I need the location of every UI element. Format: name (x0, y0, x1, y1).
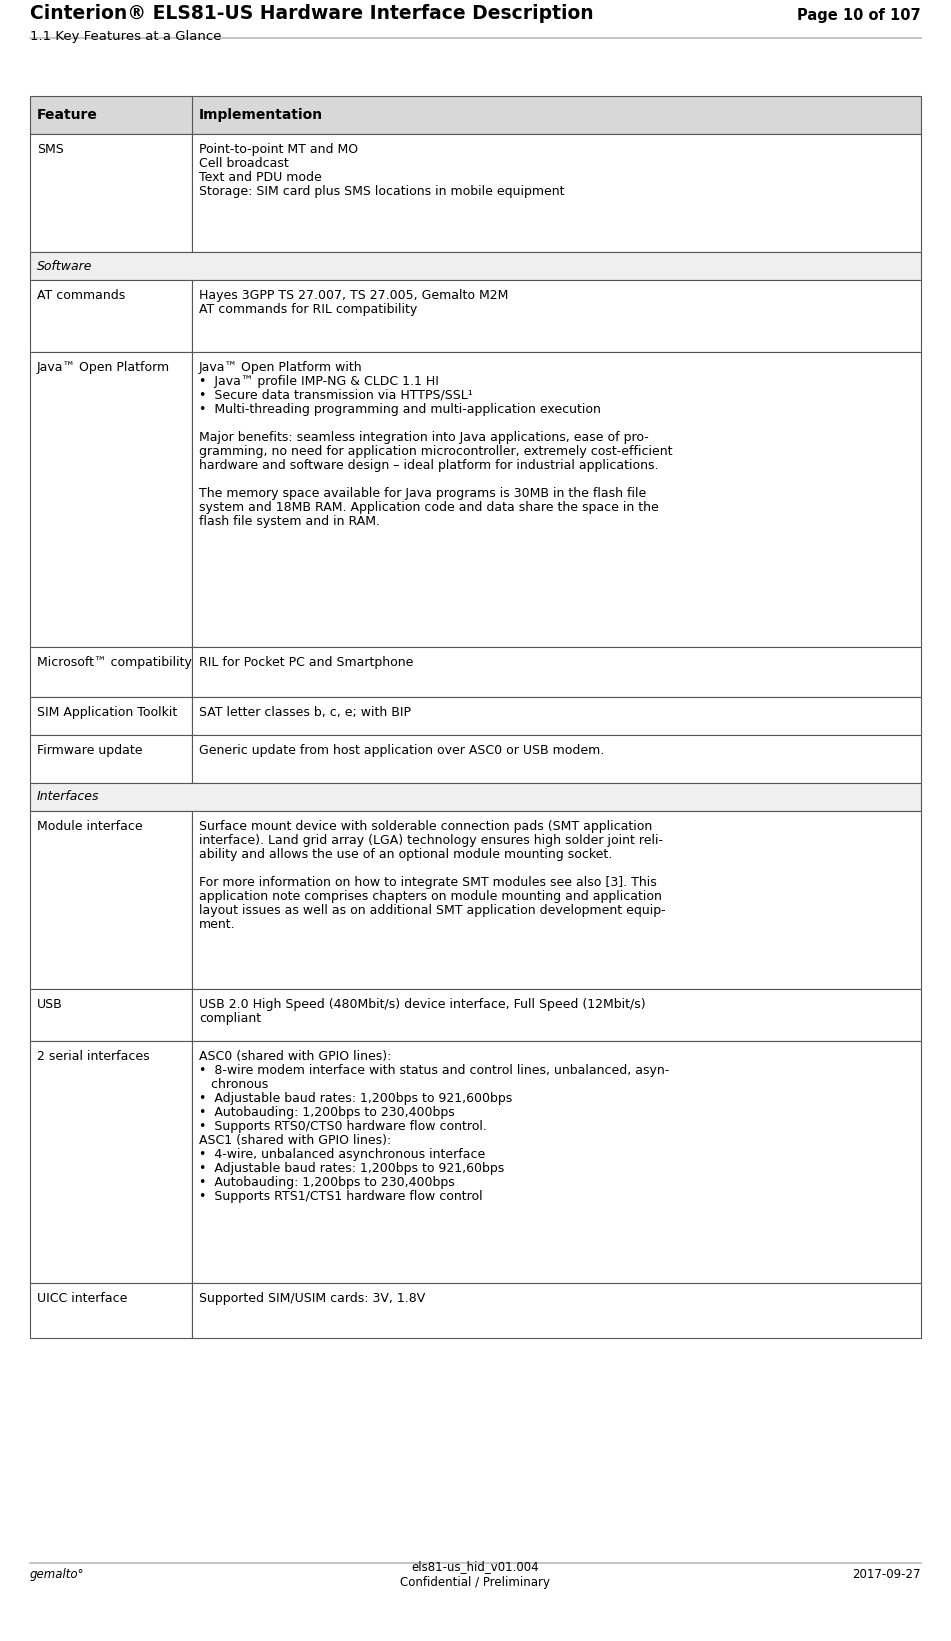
Text: compliant: compliant (199, 1012, 262, 1026)
Text: USB: USB (37, 998, 63, 1011)
Text: •  Supports RTS1/CTS1 hardware flow control: • Supports RTS1/CTS1 hardware flow contr… (199, 1190, 482, 1203)
Bar (30, 135, 192, 253)
Text: •  Autobauding: 1,200bps to 230,400bps: • Autobauding: 1,200bps to 230,400bps (199, 1177, 455, 1190)
Bar (192, 1040, 921, 1283)
Text: Microsoft™ compatibility: Microsoft™ compatibility (37, 656, 192, 670)
Text: AT commands for RIL compatibility: AT commands for RIL compatibility (199, 304, 417, 317)
Bar (30, 253, 921, 281)
Text: Firmware update: Firmware update (37, 743, 143, 757)
Text: ASC0 (shared with GPIO lines):: ASC0 (shared with GPIO lines): (199, 1050, 392, 1063)
Text: Module interface: Module interface (37, 820, 143, 834)
Bar (30, 697, 192, 735)
Text: •  Multi-threading programming and multi-application execution: • Multi-threading programming and multi-… (199, 404, 601, 417)
Text: •  Autobauding: 1,200bps to 230,400bps: • Autobauding: 1,200bps to 230,400bps (199, 1106, 455, 1119)
Text: Implementation: Implementation (199, 108, 323, 121)
Text: Page 10 of 107: Page 10 of 107 (797, 8, 921, 23)
Text: interface). Land grid array (LGA) technology ensures high solder joint reli-: interface). Land grid array (LGA) techno… (199, 834, 663, 847)
Bar (30, 1283, 192, 1337)
Text: The memory space available for Java programs is 30MB in the flash file: The memory space available for Java prog… (199, 487, 647, 501)
Text: Text and PDU mode: Text and PDU mode (199, 171, 321, 184)
Text: Interfaces: Interfaces (37, 791, 100, 804)
Text: SMS: SMS (37, 143, 64, 156)
Text: gramming, no need for application microcontroller, extremely cost-efficient: gramming, no need for application microc… (199, 445, 672, 458)
Text: •  Adjustable baud rates: 1,200bps to 921,60bps: • Adjustable baud rates: 1,200bps to 921… (199, 1162, 504, 1175)
Text: Point-to-point MT and MO: Point-to-point MT and MO (199, 143, 359, 156)
Text: ment.: ment. (199, 917, 236, 930)
Bar (192, 990, 921, 1040)
Bar (30, 990, 192, 1040)
Text: hardware and software design – ideal platform for industrial applications.: hardware and software design – ideal pla… (199, 459, 658, 473)
Text: Java™ Open Platform: Java™ Open Platform (37, 361, 170, 374)
Bar (192, 647, 921, 697)
Bar (192, 697, 921, 735)
Text: Storage: SIM card plus SMS locations in mobile equipment: Storage: SIM card plus SMS locations in … (199, 185, 565, 199)
Text: Cinterion® ELS81-US Hardware Interface Description: Cinterion® ELS81-US Hardware Interface D… (30, 3, 593, 23)
Bar (192, 135, 921, 253)
Bar (192, 353, 921, 647)
Bar (192, 811, 921, 990)
Text: Major benefits: seamless integration into Java applications, ease of pro-: Major benefits: seamless integration int… (199, 432, 649, 445)
Text: •  4-wire, unbalanced asynchronous interface: • 4-wire, unbalanced asynchronous interf… (199, 1149, 485, 1160)
Text: system and 18MB RAM. Application code and data share the space in the: system and 18MB RAM. Application code an… (199, 501, 659, 514)
Text: Cell broadcast: Cell broadcast (199, 158, 289, 171)
Text: els81-us_hid_v01.004: els81-us_hid_v01.004 (412, 1561, 539, 1574)
Text: flash file system and in RAM.: flash file system and in RAM. (199, 515, 380, 528)
Bar (30, 811, 192, 990)
Text: RIL for Pocket PC and Smartphone: RIL for Pocket PC and Smartphone (199, 656, 414, 670)
Bar (30, 647, 192, 697)
Text: •  Java™ profile IMP-NG & CLDC 1.1 HI: • Java™ profile IMP-NG & CLDC 1.1 HI (199, 376, 438, 387)
Bar (192, 1283, 921, 1337)
Bar (30, 735, 192, 783)
Text: Feature: Feature (37, 108, 98, 121)
Text: chronous: chronous (199, 1078, 268, 1091)
Bar (30, 783, 921, 811)
Text: Software: Software (37, 259, 92, 272)
Text: •  Supports RTS0/CTS0 hardware flow control.: • Supports RTS0/CTS0 hardware flow contr… (199, 1121, 487, 1132)
Text: Confidential / Preliminary: Confidential / Preliminary (400, 1575, 551, 1588)
Text: •  8-wire modem interface with status and control lines, unbalanced, asyn-: • 8-wire modem interface with status and… (199, 1063, 670, 1076)
Text: ability and allows the use of an optional module mounting socket.: ability and allows the use of an optiona… (199, 848, 612, 862)
Text: Generic update from host application over ASC0 or USB modem.: Generic update from host application ove… (199, 743, 604, 757)
Bar (192, 281, 921, 353)
Text: For more information on how to integrate SMT modules see also [3]. This: For more information on how to integrate… (199, 876, 657, 889)
Bar (30, 281, 192, 353)
Text: Supported SIM/USIM cards: 3V, 1.8V: Supported SIM/USIM cards: 3V, 1.8V (199, 1291, 425, 1305)
Text: SAT letter classes b, c, e; with BIP: SAT letter classes b, c, e; with BIP (199, 706, 411, 719)
Text: Hayes 3GPP TS 27.007, TS 27.005, Gemalto M2M: Hayes 3GPP TS 27.007, TS 27.005, Gemalto… (199, 289, 509, 302)
Text: gemalto°: gemalto° (30, 1569, 85, 1580)
Text: Surface mount device with solderable connection pads (SMT application: Surface mount device with solderable con… (199, 820, 652, 834)
Text: 2 serial interfaces: 2 serial interfaces (37, 1050, 149, 1063)
Text: layout issues as well as on additional SMT application development equip-: layout issues as well as on additional S… (199, 904, 666, 917)
Text: Java™ Open Platform with: Java™ Open Platform with (199, 361, 362, 374)
Text: 2017-09-27: 2017-09-27 (852, 1569, 921, 1580)
Text: application note comprises chapters on module mounting and application: application note comprises chapters on m… (199, 889, 662, 903)
Bar (30, 97, 921, 135)
Text: UICC interface: UICC interface (37, 1291, 127, 1305)
Text: •  Secure data transmission via HTTPS/SSL¹: • Secure data transmission via HTTPS/SSL… (199, 389, 473, 402)
Bar (192, 735, 921, 783)
Text: AT commands: AT commands (37, 289, 126, 302)
Text: USB 2.0 High Speed (480Mbit/s) device interface, Full Speed (12Mbit/s): USB 2.0 High Speed (480Mbit/s) device in… (199, 998, 646, 1011)
Text: SIM Application Toolkit: SIM Application Toolkit (37, 706, 177, 719)
Bar (30, 353, 192, 647)
Text: 1.1 Key Features at a Glance: 1.1 Key Features at a Glance (30, 30, 222, 43)
Bar (30, 1040, 192, 1283)
Text: ASC1 (shared with GPIO lines):: ASC1 (shared with GPIO lines): (199, 1134, 391, 1147)
Text: •  Adjustable baud rates: 1,200bps to 921,600bps: • Adjustable baud rates: 1,200bps to 921… (199, 1091, 513, 1104)
